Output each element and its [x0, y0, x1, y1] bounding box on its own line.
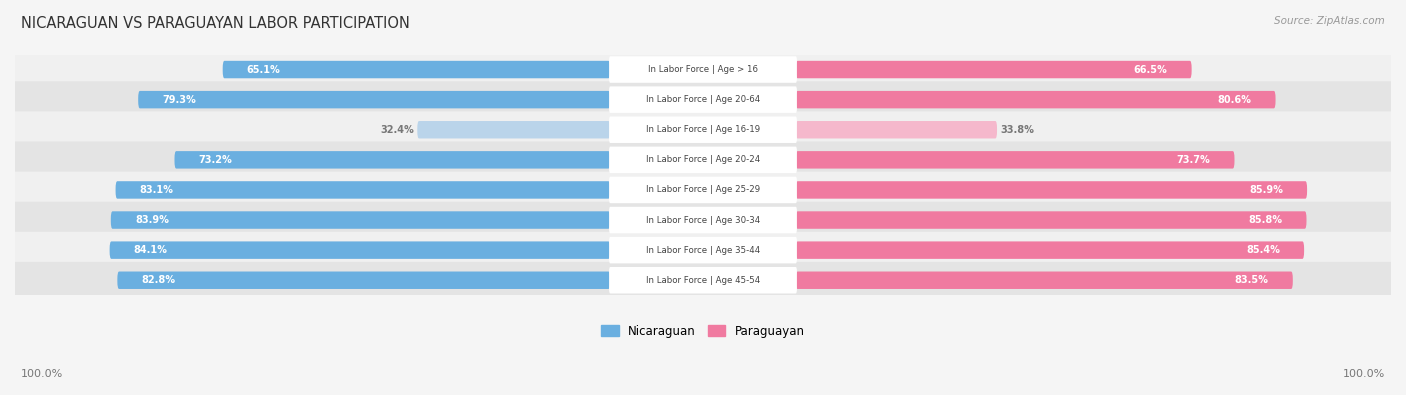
FancyBboxPatch shape [609, 117, 797, 143]
FancyBboxPatch shape [796, 121, 997, 139]
FancyBboxPatch shape [14, 111, 1392, 148]
FancyBboxPatch shape [14, 232, 1392, 269]
FancyBboxPatch shape [609, 147, 797, 173]
FancyBboxPatch shape [418, 121, 610, 139]
Text: Source: ZipAtlas.com: Source: ZipAtlas.com [1274, 16, 1385, 26]
FancyBboxPatch shape [609, 56, 797, 83]
FancyBboxPatch shape [609, 177, 797, 203]
Text: In Labor Force | Age 30-34: In Labor Force | Age 30-34 [645, 216, 761, 224]
Legend: Nicaraguan, Paraguayan: Nicaraguan, Paraguayan [596, 320, 810, 342]
Text: In Labor Force | Age 16-19: In Labor Force | Age 16-19 [645, 125, 761, 134]
FancyBboxPatch shape [609, 237, 797, 263]
FancyBboxPatch shape [138, 91, 610, 108]
Text: NICARAGUAN VS PARAGUAYAN LABOR PARTICIPATION: NICARAGUAN VS PARAGUAYAN LABOR PARTICIPA… [21, 16, 411, 31]
Text: In Labor Force | Age 35-44: In Labor Force | Age 35-44 [645, 246, 761, 255]
FancyBboxPatch shape [796, 151, 1234, 169]
Text: 82.8%: 82.8% [142, 275, 176, 285]
Text: 83.1%: 83.1% [139, 185, 173, 195]
FancyBboxPatch shape [609, 207, 797, 233]
Text: 83.5%: 83.5% [1234, 275, 1268, 285]
Text: 100.0%: 100.0% [1343, 369, 1385, 379]
FancyBboxPatch shape [14, 202, 1392, 239]
FancyBboxPatch shape [14, 171, 1392, 208]
Text: In Labor Force | Age > 16: In Labor Force | Age > 16 [648, 65, 758, 74]
Text: 85.8%: 85.8% [1249, 215, 1282, 225]
FancyBboxPatch shape [796, 211, 1306, 229]
FancyBboxPatch shape [14, 81, 1392, 118]
Text: In Labor Force | Age 20-64: In Labor Force | Age 20-64 [645, 95, 761, 104]
Text: 84.1%: 84.1% [134, 245, 167, 255]
Text: 73.2%: 73.2% [198, 155, 232, 165]
FancyBboxPatch shape [14, 141, 1392, 178]
Text: 85.4%: 85.4% [1246, 245, 1279, 255]
FancyBboxPatch shape [796, 271, 1292, 289]
FancyBboxPatch shape [14, 51, 1392, 88]
Text: 33.8%: 33.8% [1001, 125, 1035, 135]
Text: 85.9%: 85.9% [1249, 185, 1284, 195]
FancyBboxPatch shape [796, 91, 1275, 108]
Text: 65.1%: 65.1% [247, 64, 281, 75]
FancyBboxPatch shape [110, 241, 610, 259]
Text: 100.0%: 100.0% [21, 369, 63, 379]
FancyBboxPatch shape [796, 181, 1308, 199]
Text: 83.9%: 83.9% [135, 215, 169, 225]
Text: In Labor Force | Age 25-29: In Labor Force | Age 25-29 [645, 185, 761, 194]
FancyBboxPatch shape [14, 262, 1392, 299]
FancyBboxPatch shape [796, 241, 1305, 259]
Text: 79.3%: 79.3% [162, 95, 195, 105]
FancyBboxPatch shape [222, 61, 610, 78]
Text: 80.6%: 80.6% [1218, 95, 1251, 105]
FancyBboxPatch shape [609, 87, 797, 113]
FancyBboxPatch shape [117, 271, 610, 289]
Text: In Labor Force | Age 45-54: In Labor Force | Age 45-54 [645, 276, 761, 285]
FancyBboxPatch shape [796, 61, 1192, 78]
Text: In Labor Force | Age 20-24: In Labor Force | Age 20-24 [645, 155, 761, 164]
Text: 66.5%: 66.5% [1133, 64, 1167, 75]
FancyBboxPatch shape [115, 181, 610, 199]
FancyBboxPatch shape [609, 267, 797, 293]
Text: 73.7%: 73.7% [1177, 155, 1211, 165]
Text: 32.4%: 32.4% [380, 125, 413, 135]
FancyBboxPatch shape [111, 211, 610, 229]
FancyBboxPatch shape [174, 151, 610, 169]
